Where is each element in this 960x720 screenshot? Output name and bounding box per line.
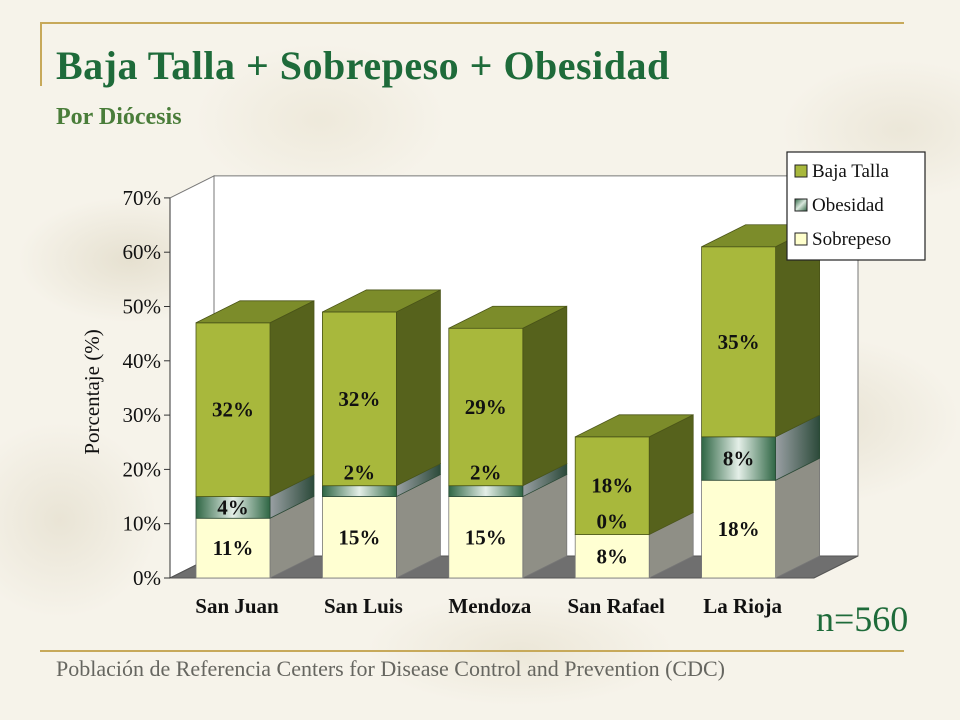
- data-label-sobrepeso: 15%: [338, 525, 380, 549]
- frame-left-line: [40, 22, 42, 86]
- slide-title: Baja Talla + Sobrepeso + Obesidad: [56, 43, 670, 88]
- bar-segment-sobrepeso: [574, 534, 650, 579]
- data-label-obesidad: 4%: [217, 495, 249, 519]
- data-label-obesidad: 2%: [470, 461, 502, 485]
- data-label-baja-talla: 18%: [591, 474, 633, 498]
- bar-segment-baja-talla: [701, 246, 776, 438]
- data-label-sobrepeso: 18%: [718, 517, 760, 541]
- category-label: Mendoza: [448, 594, 531, 618]
- bar-segment-sobrepeso: [321, 496, 397, 579]
- y-tick-label: 30%: [123, 403, 162, 427]
- data-label-baja-talla: 35%: [718, 330, 760, 354]
- category-label: San Rafael: [567, 594, 665, 618]
- legend-label-sobrepeso: Sobrepeso: [812, 229, 891, 250]
- legend-swatch-obesidad: [794, 198, 808, 212]
- bar-segment-obesidad: [321, 485, 397, 497]
- bar-top-baja-talla: [195, 300, 315, 324]
- y-tick-label: 50%: [123, 295, 162, 319]
- bar-segment-baja-talla: [574, 436, 650, 535]
- y-tick-label: 0%: [133, 566, 161, 590]
- bar-segment-sobrepeso: [701, 479, 776, 579]
- sample-size-label: n=560: [816, 599, 909, 639]
- data-label-baja-talla: 32%: [338, 387, 380, 411]
- y-tick-label: 70%: [123, 186, 162, 210]
- bar-side-baja-talla: [522, 305, 568, 487]
- category-label: La Rioja: [703, 594, 782, 618]
- footer-source: Población de Referencia Centers for Dise…: [56, 656, 725, 681]
- y-axis-title: Porcentaje (%): [80, 329, 104, 454]
- bar-segment-baja-talla: [321, 311, 397, 487]
- y-tick-label: 60%: [123, 240, 162, 264]
- legend-label-baja-talla: Baja Talla: [812, 161, 889, 182]
- bar-top-baja-talla: [322, 289, 441, 313]
- bar-top-baja-talla: [575, 414, 694, 438]
- y-tick-label: 40%: [123, 349, 162, 373]
- data-label-baja-talla: 32%: [212, 398, 254, 422]
- bar-segment-sobrepeso: [448, 496, 524, 579]
- y-tick-label: 10%: [123, 512, 162, 536]
- bar-segment-sobrepeso: [195, 517, 271, 579]
- data-label-sobrepeso: 15%: [465, 525, 507, 549]
- bar-side-baja-talla: [269, 300, 315, 498]
- legend-swatch-sobrepeso: [794, 232, 808, 246]
- category-label: San Juan: [195, 594, 279, 618]
- data-label-baja-talla: 29%: [465, 395, 507, 419]
- category-label: San Luis: [324, 594, 403, 618]
- data-label-obesidad: 2%: [344, 461, 376, 485]
- data-label-obesidad: 8%: [723, 447, 755, 471]
- bar-side-baja-talla: [395, 289, 441, 487]
- frame-bottom-line: [40, 650, 904, 652]
- frame-top-line: [42, 22, 904, 24]
- legend-box: [786, 151, 926, 261]
- legend-label-obesidad: Obesidad: [812, 195, 884, 216]
- legend-swatch-baja-talla: [794, 164, 808, 178]
- data-label-sobrepeso: 8%: [596, 544, 628, 568]
- slide-subtitle: Por Diócesis: [56, 104, 182, 130]
- bar-segment-baja-talla: [448, 327, 524, 487]
- bar-segment-baja-talla: [195, 322, 271, 497]
- data-label-sobrepeso: 11%: [213, 536, 254, 560]
- bar-top-baja-talla: [448, 305, 567, 329]
- data-label-obesidad: 0%: [596, 510, 628, 534]
- bar-segment-obesidad: [448, 485, 524, 497]
- y-tick-label: 20%: [123, 457, 162, 481]
